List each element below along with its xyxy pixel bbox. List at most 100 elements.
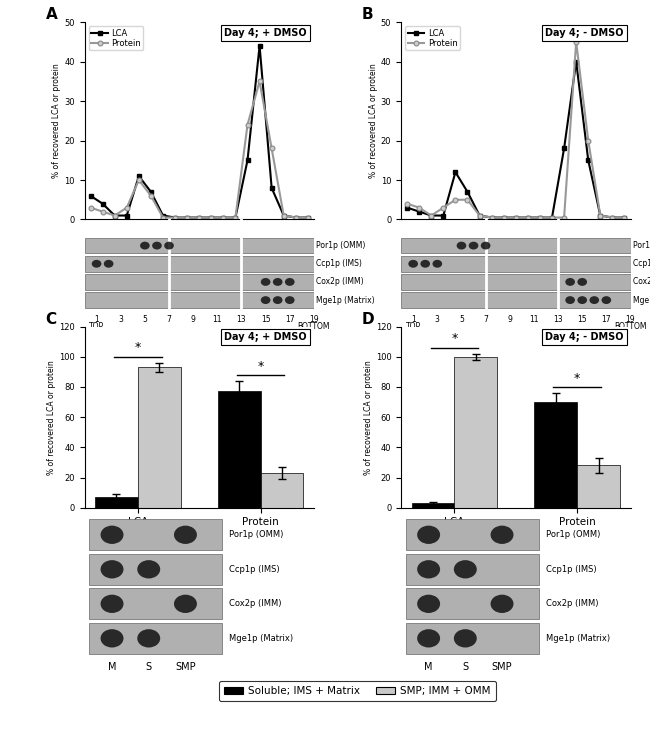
- Text: 11: 11: [529, 315, 539, 324]
- LCA: [159, 211, 167, 220]
- Protein: [597, 211, 604, 220]
- Text: Day 4; + DMSO: Day 4; + DMSO: [224, 28, 307, 38]
- Bar: [406, 554, 539, 584]
- LCA: [476, 211, 484, 220]
- Line: LCA: LCA: [405, 59, 627, 220]
- Text: Ccp1p (IMS): Ccp1p (IMS): [229, 565, 280, 574]
- Legend: LCA, Protein: LCA, Protein: [88, 27, 144, 50]
- Ellipse shape: [273, 296, 283, 304]
- LCA: [608, 213, 616, 222]
- LCA: [584, 156, 592, 165]
- Text: 19: 19: [626, 315, 635, 324]
- Text: 9: 9: [190, 315, 196, 324]
- Protein: [195, 213, 203, 222]
- Text: Cox2p (IMM): Cox2p (IMM): [317, 277, 364, 286]
- LCA: [452, 168, 460, 176]
- Y-axis label: % of recovered LCA or protein: % of recovered LCA or protein: [364, 359, 373, 475]
- LCA: [427, 211, 435, 220]
- Bar: [95, 497, 138, 508]
- Text: Por1p (OMM): Por1p (OMM): [633, 241, 650, 250]
- Protein: [159, 213, 167, 222]
- Text: Mge1p (Matrix): Mge1p (Matrix): [545, 634, 610, 643]
- Text: Day 4; - DMSO: Day 4; - DMSO: [545, 28, 623, 38]
- Text: TOP: TOP: [406, 322, 421, 331]
- LCA: [292, 213, 300, 222]
- Text: 11: 11: [213, 315, 222, 324]
- Protein: [86, 203, 94, 212]
- LCA: [231, 213, 239, 222]
- Text: 19: 19: [309, 315, 318, 324]
- Bar: [401, 238, 630, 253]
- Bar: [138, 368, 181, 508]
- Text: 1: 1: [94, 315, 99, 324]
- Text: BOTTOM: BOTTOM: [298, 322, 330, 331]
- Protein: [280, 211, 288, 220]
- Ellipse shape: [454, 630, 477, 647]
- Bar: [454, 356, 497, 508]
- LCA: [147, 187, 155, 196]
- Protein: [500, 213, 508, 222]
- Protein: [255, 77, 263, 86]
- Ellipse shape: [577, 296, 587, 304]
- LCA: [572, 57, 580, 66]
- Protein: [292, 213, 300, 222]
- Protein: [488, 213, 495, 222]
- Y-axis label: % of recovered LCA or protein: % of recovered LCA or protein: [47, 359, 57, 475]
- Legend: LCA, Protein: LCA, Protein: [405, 27, 460, 50]
- Text: Day 4; + DMSO: Day 4; + DMSO: [224, 332, 307, 342]
- Legend: Soluble; IMS + Matrix, SMP; IMM + OMM: Soluble; IMS + Matrix, SMP; IMM + OMM: [219, 681, 496, 701]
- Text: 5: 5: [459, 315, 464, 324]
- Ellipse shape: [101, 560, 124, 579]
- Text: *: *: [135, 342, 141, 354]
- Line: Protein: Protein: [405, 39, 627, 220]
- Text: Cox2p (IMM): Cox2p (IMM): [229, 599, 281, 608]
- Ellipse shape: [101, 595, 124, 613]
- Text: 9: 9: [507, 315, 512, 324]
- LCA: [171, 213, 179, 222]
- Bar: [84, 275, 314, 290]
- Bar: [261, 473, 304, 508]
- Text: A: A: [46, 7, 57, 22]
- Ellipse shape: [137, 630, 160, 647]
- LCA: [463, 187, 471, 196]
- Ellipse shape: [261, 278, 270, 286]
- Text: Mge1p (Matrix): Mge1p (Matrix): [229, 634, 293, 643]
- Text: *: *: [574, 372, 580, 384]
- Bar: [401, 275, 630, 290]
- Ellipse shape: [590, 296, 599, 304]
- Bar: [89, 588, 222, 619]
- LCA: [415, 207, 423, 216]
- Text: Fraction No.: Fraction No.: [180, 328, 230, 337]
- Bar: [89, 554, 222, 584]
- Bar: [89, 520, 222, 551]
- Ellipse shape: [417, 595, 440, 613]
- Protein: [183, 213, 191, 222]
- LCA: [524, 213, 532, 222]
- Text: BOTTOM: BOTTOM: [614, 322, 647, 331]
- Protein: [584, 136, 592, 145]
- Text: Mge1p (Matrix): Mge1p (Matrix): [633, 296, 650, 305]
- Text: Ccp1p (IMS): Ccp1p (IMS): [545, 565, 596, 574]
- Text: 17: 17: [285, 315, 294, 324]
- Protein: [427, 211, 435, 220]
- Text: Por1p (OMM): Por1p (OMM): [545, 531, 600, 539]
- LCA: [244, 156, 252, 165]
- Bar: [534, 402, 577, 508]
- Protein: [439, 203, 447, 212]
- Protein: [147, 191, 155, 200]
- Protein: [512, 213, 520, 222]
- Ellipse shape: [285, 278, 294, 286]
- Protein: [572, 38, 580, 46]
- Text: Por1p (OMM): Por1p (OMM): [229, 531, 283, 539]
- Text: 7: 7: [483, 315, 488, 324]
- LCA: [99, 199, 107, 208]
- Bar: [89, 623, 222, 654]
- Protein: [99, 207, 107, 216]
- Ellipse shape: [417, 630, 440, 647]
- LCA: [512, 213, 520, 222]
- Text: Por1p (OMM): Por1p (OMM): [317, 241, 366, 250]
- LCA: [403, 203, 411, 212]
- Protein: [231, 213, 239, 222]
- LCA: [304, 213, 312, 222]
- Bar: [84, 292, 314, 308]
